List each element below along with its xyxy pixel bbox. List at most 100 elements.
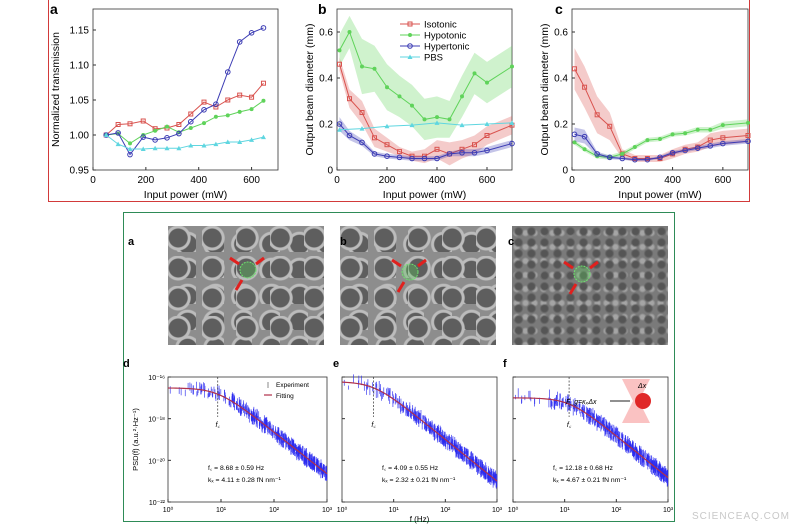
data-point	[236, 39, 243, 45]
data-point	[140, 134, 147, 140]
data-point	[261, 98, 266, 103]
data-point	[695, 127, 700, 132]
legend-entry-experiment: Experiment	[276, 382, 309, 389]
data-point	[384, 153, 390, 159]
data-point	[397, 149, 402, 155]
micrograph-c	[512, 226, 668, 345]
y-tick-label: 0	[327, 166, 333, 177]
x-axis-label: Input power (mW)	[618, 189, 701, 201]
plot-area	[167, 376, 328, 503]
data-point	[632, 145, 637, 149]
x-tick-label: 10¹	[389, 507, 400, 514]
data-point	[140, 146, 146, 151]
y-tick-label: 0.4	[554, 74, 568, 85]
data-point	[213, 104, 219, 110]
fitting-curve	[341, 381, 498, 482]
data-point	[582, 147, 587, 152]
data-point	[708, 127, 713, 132]
data-point	[607, 123, 613, 129]
bottom-figure-frame	[123, 212, 675, 522]
data-point	[645, 138, 650, 143]
cell-highlight	[239, 261, 257, 279]
data-point	[165, 124, 169, 129]
data-point	[188, 126, 193, 130]
data-point	[213, 141, 219, 147]
x-tick-label: 200	[138, 175, 155, 186]
data-point	[746, 120, 750, 125]
series-line-hypotonic	[339, 30, 513, 120]
data-point	[152, 145, 158, 151]
y-axis-label: Normalized transmission	[50, 32, 62, 147]
data-point	[707, 143, 714, 149]
x-tick-label: 600	[479, 175, 496, 186]
x-axis-label: Input power (mW)	[144, 189, 227, 201]
data-point	[336, 121, 343, 127]
legend-entry-isotonic: Isotonic	[424, 20, 457, 31]
data-point	[594, 112, 600, 118]
data-point	[128, 141, 132, 146]
data-point	[347, 30, 352, 34]
data-point	[213, 114, 218, 119]
fit-annotation: kₓ = 2.32 ± 0.21 fN nm⁻¹	[382, 477, 456, 484]
series-line-hypotonic	[574, 122, 749, 158]
data-point	[225, 139, 231, 144]
panel-label: b	[340, 236, 347, 248]
data-point	[237, 109, 242, 114]
data-point	[434, 120, 440, 125]
force-label: F_g=κₓΔx	[566, 399, 597, 406]
data-point	[164, 135, 170, 141]
chart-panel-a: a 0 200 400 600 0.95 1.00 1.05 1.10 1.15 Input pow…	[50, 1, 279, 201]
x-tick-label: 10³	[663, 507, 674, 514]
data-point	[176, 130, 182, 137]
y-axis-label: Output beam diameter (mm)	[304, 24, 316, 156]
data-point	[581, 133, 588, 140]
x-tick-label: 10²	[440, 507, 451, 514]
data-point	[188, 143, 194, 148]
data-point	[225, 97, 231, 103]
data-point	[384, 142, 390, 148]
micrograph-a	[168, 226, 324, 345]
y-tick-label: 0.2	[319, 120, 333, 131]
red-arrow-icon	[568, 283, 578, 295]
data-point	[410, 103, 414, 108]
data-point	[459, 146, 465, 152]
data-point	[657, 154, 663, 161]
red-arrow-icon	[391, 258, 402, 268]
y-tick-label: 0.6	[319, 28, 333, 39]
y-tick-label: 0.2	[554, 120, 568, 131]
fitting-curve	[167, 387, 328, 475]
y-tick-label: 1.10	[70, 61, 90, 72]
plot-area	[336, 8, 513, 171]
data-point	[683, 131, 688, 136]
data-point	[471, 149, 478, 156]
cell-highlight	[401, 263, 419, 281]
red-arrow-icon	[255, 256, 265, 266]
x-tick-label: 10¹	[216, 507, 227, 514]
data-point	[582, 84, 588, 90]
y-tick-label: 1.00	[70, 131, 90, 142]
y-tick-label: 0	[562, 166, 568, 177]
x-tick-label: 0	[90, 175, 96, 186]
fit-annotation: f꜀ = 8.68 ± 0.59 Hz	[208, 465, 265, 472]
data-point	[396, 154, 403, 161]
cutoff-frequency-label: f꜀	[567, 422, 572, 429]
data-point	[346, 132, 353, 139]
red-arrow-icon	[563, 260, 574, 270]
data-point	[359, 126, 365, 131]
data-point	[472, 71, 477, 76]
data-point	[202, 121, 206, 126]
data-point	[176, 145, 182, 151]
plot-area	[92, 8, 279, 171]
data-point	[447, 117, 452, 122]
data-point	[225, 113, 230, 118]
data-point	[152, 137, 158, 143]
y-tick-label: 10⁻²⁰	[148, 457, 165, 465]
y-tick-label: 0.4	[319, 74, 333, 85]
data-point	[249, 137, 255, 142]
y-tick-label: 1.05	[70, 96, 90, 107]
data-point	[682, 147, 688, 154]
cutoff-frequency-label: f꜀	[371, 422, 376, 429]
data-point	[337, 127, 342, 132]
legend-entry-pbs: PBS	[424, 53, 443, 64]
